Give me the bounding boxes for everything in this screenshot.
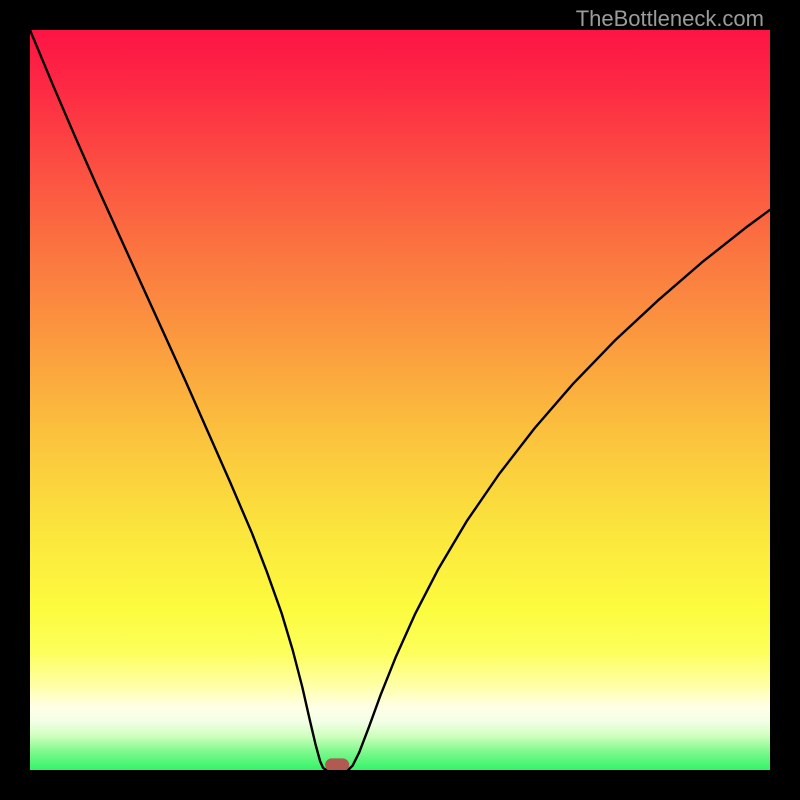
watermark-text: TheBottleneck.com xyxy=(576,6,764,32)
minimum-marker xyxy=(325,758,349,770)
bottleneck-curve xyxy=(30,30,770,770)
plot-area xyxy=(30,30,770,770)
chart-frame: TheBottleneck.com xyxy=(0,0,800,800)
